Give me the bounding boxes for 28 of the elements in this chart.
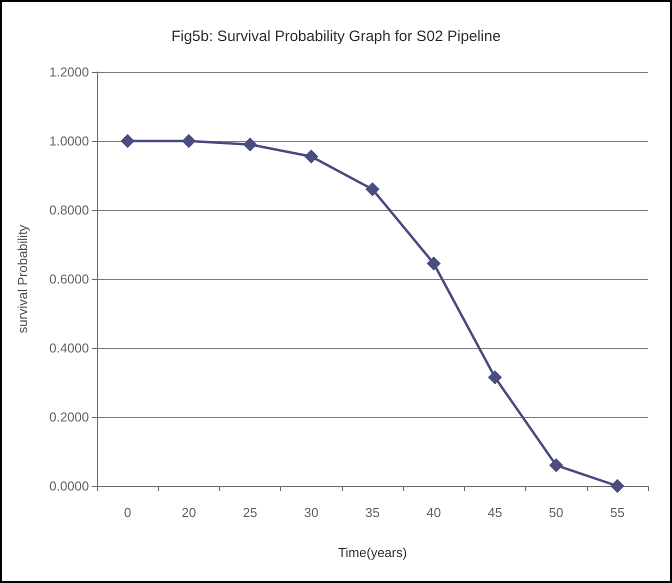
point — [610, 479, 624, 493]
point — [120, 134, 135, 148]
x-tick-label: 0 — [124, 505, 132, 520]
point — [182, 134, 196, 148]
point — [243, 137, 258, 152]
x-tick-label: 25 — [242, 505, 258, 520]
x-tick-label: 55 — [610, 505, 625, 520]
x-tick-label: 20 — [182, 505, 196, 520]
x-tick-label: 35 — [365, 505, 380, 520]
x-axis-title: Time(years) — [338, 545, 407, 560]
x-tick-label: 30 — [304, 505, 319, 520]
y-tick-label: 1.0000 — [49, 134, 89, 148]
y-tick-label: 0.6000 — [49, 272, 89, 286]
x-tick-label: 50 — [548, 505, 564, 520]
y-tick-label: 0.0000 — [49, 478, 89, 494]
point — [304, 150, 318, 164]
y-tick-label: 0.2000 — [49, 410, 89, 424]
point — [488, 370, 502, 384]
point — [549, 458, 564, 472]
point — [366, 182, 380, 196]
chart-title: Fig5b: Survival Probability Graph for S02 Pipeline — [171, 28, 501, 45]
x-tick-label: 45 — [488, 505, 502, 520]
y-tick-label: 0.8000 — [49, 202, 89, 218]
point — [426, 256, 441, 270]
y-tick-label: 0.4000 — [49, 340, 89, 356]
y-tick-label: 1.2000 — [49, 64, 89, 80]
y-axis-title: survival Probability — [15, 224, 30, 334]
x-tick-label: 40 — [426, 505, 441, 520]
